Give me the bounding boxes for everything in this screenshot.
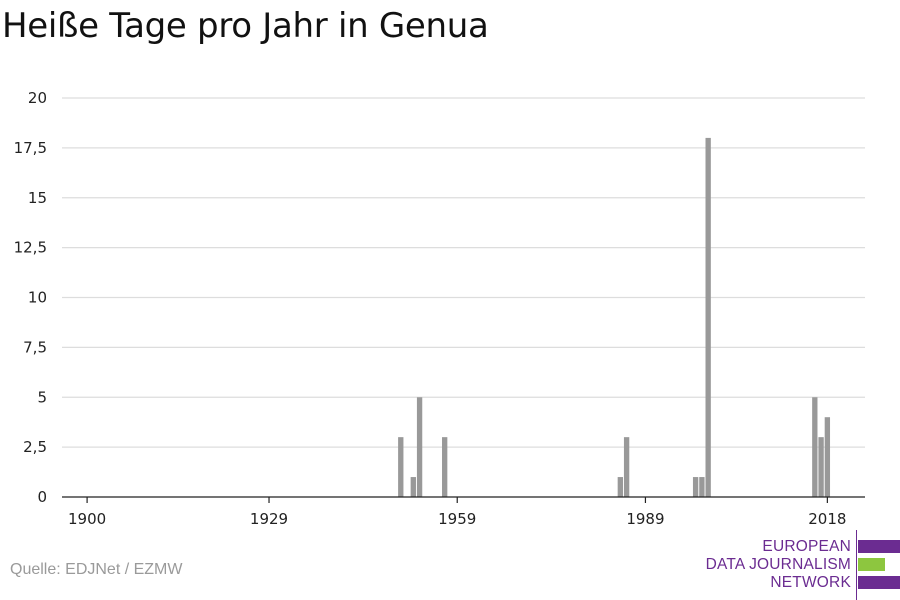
logo-text-european: EUROPEAN (762, 538, 851, 555)
bars (398, 137, 831, 497)
grid-lines (62, 97, 865, 448)
y-axis-labels: 0 2,5 5 7,5 10 12,5 15 17,5 20 (14, 89, 47, 506)
bar (818, 437, 824, 497)
bar (398, 437, 404, 497)
bar (812, 397, 818, 497)
logo-bar-bottom (858, 576, 900, 589)
y-tick-label: 10 (28, 289, 47, 307)
bar (410, 477, 416, 497)
bar (623, 437, 630, 497)
y-tick-label: 17,5 (14, 139, 47, 157)
x-tick-label: 2018 (808, 510, 846, 528)
x-axis-ticks: 1900 1929 1959 1989 2018 (68, 497, 846, 528)
bar (692, 477, 699, 497)
y-tick-label: 0 (37, 488, 47, 506)
y-tick-label: 5 (37, 388, 47, 406)
logo-bar-middle (858, 558, 885, 571)
edjnet-logo: EUROPEAN DATA JOURNALISM NETWORK (700, 530, 900, 600)
x-tick-label: 1900 (68, 510, 106, 528)
bar (416, 397, 423, 497)
logo-text-data-journalism: DATA JOURNALISM (705, 556, 851, 573)
source-note: Quelle: EDJNet / EZMW (10, 561, 183, 578)
logo-text-network: NETWORK (770, 574, 851, 591)
y-tick-label: 2,5 (23, 438, 47, 456)
x-tick-label: 1989 (626, 510, 664, 528)
bar (699, 477, 705, 497)
y-tick-label: 20 (28, 89, 47, 107)
chart-title: Heiße Tage pro Jahr in Genua (2, 6, 489, 46)
bar-chart: 0 2,5 5 7,5 10 12,5 15 17,5 20 1900 1929 1959 1989 2… (14, 89, 865, 528)
x-tick-label: 1959 (438, 510, 476, 528)
bar (617, 477, 624, 497)
bar (824, 417, 831, 497)
y-tick-label: 7,5 (23, 338, 47, 356)
logo-bar-top (858, 540, 900, 553)
bar (442, 437, 448, 497)
bar (705, 137, 711, 497)
logo-divider (856, 530, 857, 600)
y-tick-label: 15 (28, 189, 47, 207)
x-tick-label: 1929 (250, 510, 288, 528)
y-tick-label: 12,5 (14, 239, 47, 257)
